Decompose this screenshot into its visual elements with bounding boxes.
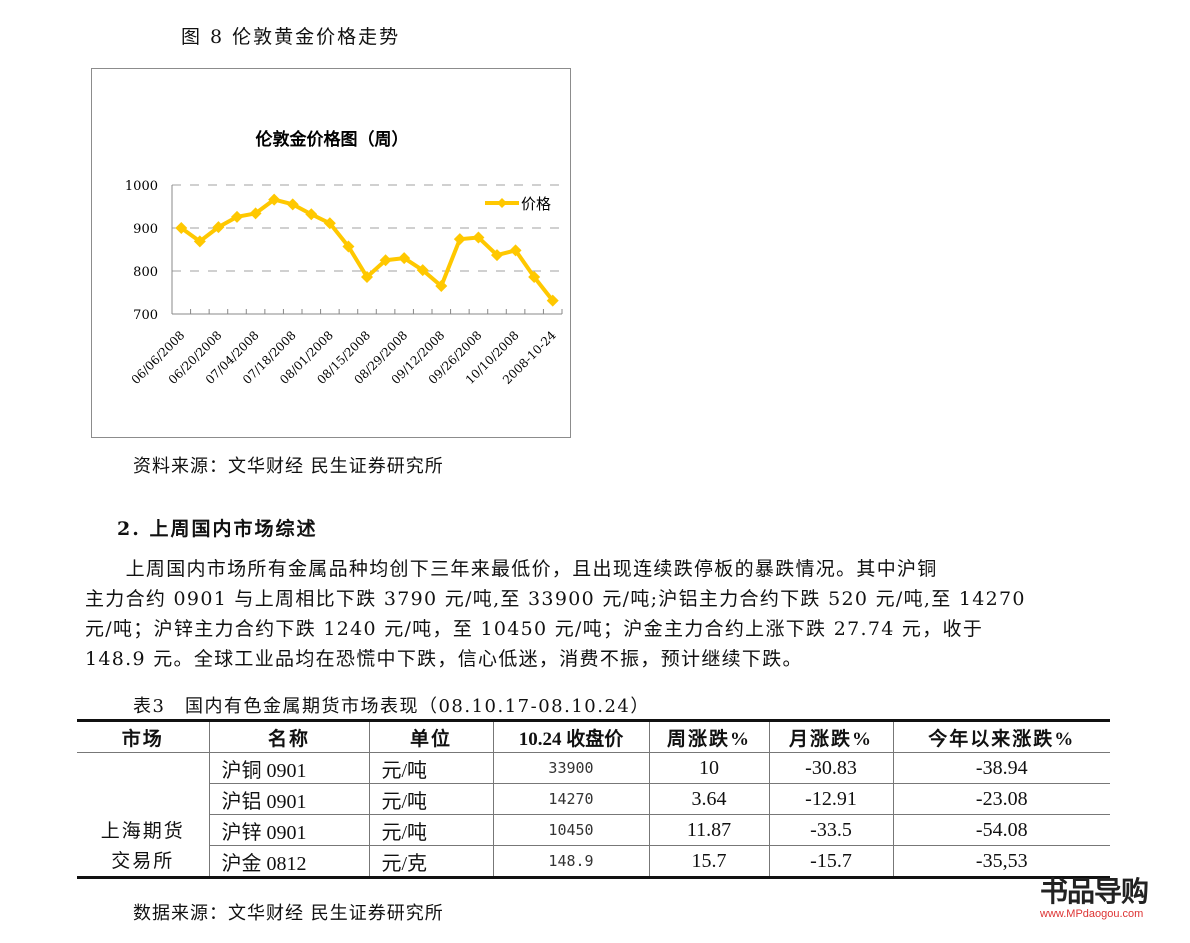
table-row: 沪锌 0901 元/吨 10450 11.87 -33.5 -54.08 xyxy=(77,814,1110,846)
data-point-marker xyxy=(342,240,355,253)
cell-unit: 元/克 xyxy=(368,845,494,878)
header-month-change: 月涨跌% xyxy=(768,720,894,753)
table-row: 上海期货 交易所 沪铜 0901 元/吨 33900 10 -30.83 -38… xyxy=(77,752,1110,878)
header-market: 市场 xyxy=(77,720,210,753)
data-point-marker xyxy=(528,271,541,284)
data-point-marker xyxy=(193,235,206,248)
data-point-marker xyxy=(231,210,243,223)
cell-close: 14270 xyxy=(492,783,650,815)
market-cell: 上海期货 交易所 xyxy=(77,752,210,878)
figure-caption: 图 8 伦敦黄金价格走势 xyxy=(181,26,401,48)
cell-week: 3.64 xyxy=(648,783,770,815)
paragraph-line: 上周国内市场所有金属品种均创下三年来最低价，且出现连续跌停板的暴跌情况。其中沪铜 xyxy=(85,558,938,580)
data-point-marker xyxy=(546,294,559,307)
cell-name: 沪铝 0901 xyxy=(209,783,370,815)
cell-unit: 元/吨 xyxy=(368,814,494,846)
table-header-row: 市场 名称 单位 10.24 收盘价 周涨跌% 月涨跌% 今年以来涨跌% xyxy=(77,720,1110,753)
cell-close: 10450 xyxy=(492,814,650,846)
data-point-marker xyxy=(416,264,429,277)
header-unit: 单位 xyxy=(368,720,494,753)
table-row: 沪铝 0901 元/吨 14270 3.64 -12.91 -23.08 xyxy=(77,783,1110,815)
y-tick-label: 700 xyxy=(133,308,158,323)
data-point-marker xyxy=(249,207,262,220)
cell-ytd: -38.94 xyxy=(892,752,1110,784)
cell-month: -15.7 xyxy=(768,845,894,878)
cell-close: 33900 xyxy=(492,752,650,784)
cell-unit: 元/吨 xyxy=(368,752,494,784)
futures-market-table: 市场 名称 单位 10.24 收盘价 周涨跌% 月涨跌% 今年以来涨跌% 上海期… xyxy=(77,719,1110,879)
cell-week: 11.87 xyxy=(648,814,770,846)
header-close: 10.24 收盘价 xyxy=(492,720,650,753)
data-point-marker xyxy=(212,221,225,234)
gold-price-chart: 伦敦金价格图（周） 700 800 900 1000 06/06/2008 06/20/20… xyxy=(91,68,571,438)
watermark-brand: 书品导购 xyxy=(1040,876,1149,907)
data-point-marker xyxy=(175,222,188,234)
y-tick-label: 800 xyxy=(133,265,158,280)
data-point-marker xyxy=(361,271,373,284)
cell-unit: 元/吨 xyxy=(368,783,494,815)
data-point-marker xyxy=(435,280,448,293)
watermark-logo: 书品导购 www.MPdaogou.com xyxy=(1040,870,1180,930)
data-point-marker xyxy=(453,233,466,246)
header-week-change: 周涨跌% xyxy=(648,720,770,753)
data-point-marker xyxy=(379,254,392,267)
chart-title: 伦敦金价格图（周） xyxy=(256,129,409,150)
cell-ytd: -23.08 xyxy=(892,783,1110,815)
line-chart-canvas: 伦敦金价格图（周）700800900100006/06/200806/20/20… xyxy=(125,129,563,387)
cell-name: 沪锌 0901 xyxy=(209,814,370,846)
y-tick-label: 900 xyxy=(133,222,158,237)
cell-month: -12.91 xyxy=(768,783,894,815)
market-line: 上海期货 xyxy=(100,820,185,842)
paragraph-line: 148.9 元。全球工业品均在恐慌中下跌，信心低迷，消费不振，预计继续下跌。 xyxy=(85,648,803,670)
market-line: 交易所 xyxy=(111,850,175,872)
y-tick-label: 1000 xyxy=(125,179,158,194)
legend-diamond-icon xyxy=(497,198,507,208)
header-ytd-change: 今年以来涨跌% xyxy=(892,720,1110,753)
figure-source: 资料来源：文华财经 民生证券研究所 xyxy=(133,456,444,477)
cell-close: 148.9 xyxy=(492,845,650,878)
table-caption: 表3 国内有色金属期货市场表现（08.10.17-08.10.24） xyxy=(133,696,650,717)
cell-month: -33.5 xyxy=(768,814,894,846)
cell-month: -30.83 xyxy=(768,752,894,784)
section-title: 2. 上周国内市场综述 xyxy=(117,518,318,540)
data-point-marker xyxy=(286,198,299,211)
data-point-marker xyxy=(268,193,281,206)
paragraph-line: 主力合约 0901 与上周相比下跌 3790 元/吨,至 33900 元/吨;沪… xyxy=(85,588,1026,610)
table-row: 沪金 0812 元/克 148.9 15.7 -15.7 -35,53 xyxy=(77,845,1110,878)
cell-week: 10 xyxy=(648,752,770,784)
data-point-marker xyxy=(305,208,318,221)
watermark-url: www.MPdaogou.com xyxy=(1040,908,1144,920)
cell-name: 沪铜 0901 xyxy=(208,752,370,784)
cell-ytd: -35,53 xyxy=(892,845,1110,878)
data-point-marker xyxy=(472,231,485,244)
cell-name: 沪金 0812 xyxy=(209,845,370,878)
table-source: 数据来源：文华财经 民生证券研究所 xyxy=(133,903,444,924)
data-point-marker xyxy=(491,249,503,262)
header-name: 名称 xyxy=(208,720,370,753)
paragraph-line: 元/吨；沪锌主力合约下跌 1240 元/吨，至 10450 元/吨；沪金主力合约… xyxy=(85,618,984,640)
data-point-marker xyxy=(398,252,411,265)
section-paragraph: 上周国内市场所有金属品种均创下三年来最低价，且出现连续跌停板的暴跌情况。其中沪铜… xyxy=(85,554,1115,674)
cell-ytd: -54.08 xyxy=(892,814,1110,846)
legend-label: 价格 xyxy=(521,195,551,213)
cell-week: 15.7 xyxy=(648,845,770,878)
data-point-marker xyxy=(323,217,336,230)
